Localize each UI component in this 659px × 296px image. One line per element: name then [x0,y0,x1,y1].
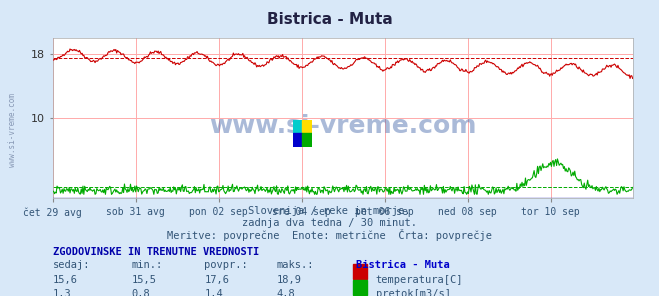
Text: 1,3: 1,3 [53,289,71,296]
Text: 1,4: 1,4 [204,289,223,296]
Text: 4,8: 4,8 [277,289,295,296]
Bar [302,120,312,133]
Text: zadnja dva tedna / 30 minut.: zadnja dva tedna / 30 minut. [242,218,417,228]
Text: Meritve: povprečne  Enote: metrične  Črta: povprečje: Meritve: povprečne Enote: metrične Črta:… [167,229,492,242]
Text: www.si-vreme.com: www.si-vreme.com [209,114,476,139]
Text: povpr.:: povpr.: [204,260,248,271]
Text: Bistrica - Muta: Bistrica - Muta [356,260,449,271]
Bar [293,120,302,133]
Bar [353,280,367,295]
Text: Slovenija / reke in morje.: Slovenija / reke in morje. [248,206,411,216]
Text: 0,8: 0,8 [132,289,150,296]
Text: 15,6: 15,6 [53,275,78,285]
Text: Bistrica - Muta: Bistrica - Muta [267,12,392,27]
Text: temperatura[C]: temperatura[C] [376,275,463,285]
Text: 18,9: 18,9 [277,275,302,285]
Bar [353,264,367,279]
Text: maks.:: maks.: [277,260,314,271]
Text: 17,6: 17,6 [204,275,229,285]
Bar [293,133,302,147]
Bar [302,133,312,147]
Text: sedaj:: sedaj: [53,260,90,271]
Text: 15,5: 15,5 [132,275,157,285]
Text: pretok[m3/s]: pretok[m3/s] [376,289,451,296]
Text: ZGODOVINSKE IN TRENUTNE VREDNOSTI: ZGODOVINSKE IN TRENUTNE VREDNOSTI [53,247,259,257]
Text: www.si-vreme.com: www.si-vreme.com [8,93,17,167]
Text: min.:: min.: [132,260,163,271]
